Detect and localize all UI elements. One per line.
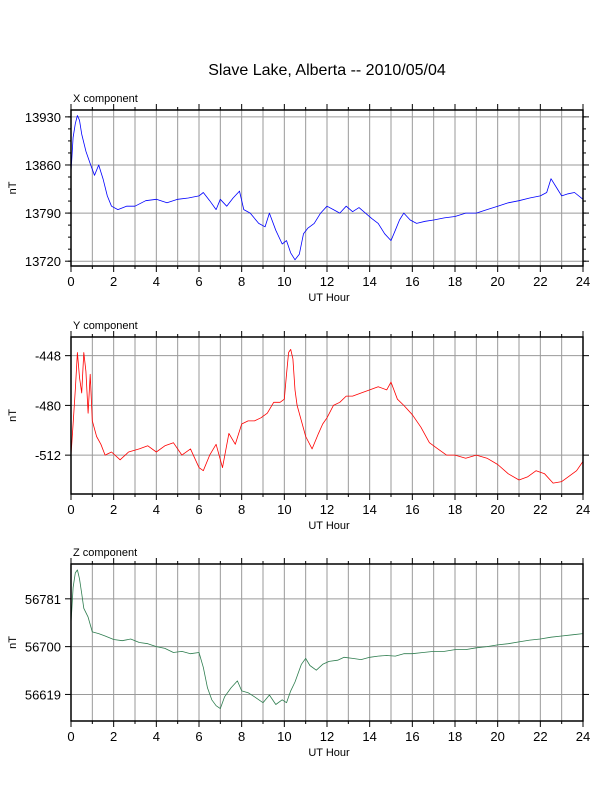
x-tick-label: 12 [320, 274, 334, 289]
x-tick-label: 18 [448, 729, 462, 744]
x-tick-label: 4 [153, 274, 160, 289]
x-tick-label: 18 [448, 274, 462, 289]
y-tick-label: 13930 [25, 110, 61, 125]
x-tick-label: 20 [490, 729, 504, 744]
x-tick-label: 0 [67, 502, 74, 517]
x-tick-label: 6 [195, 502, 202, 517]
y-tick-label: -448 [35, 349, 61, 364]
data-series-line [70, 348, 584, 484]
x-tick-label: 6 [195, 729, 202, 744]
x-tick-label: 2 [110, 729, 117, 744]
y-tick-label: -480 [35, 398, 61, 413]
x-tick-label: 22 [533, 729, 547, 744]
x-tick-label: 12 [320, 502, 334, 517]
x-tick-label: 24 [576, 502, 590, 517]
x-tick-label: 20 [490, 274, 504, 289]
y-tick-label: 13860 [25, 158, 61, 173]
x-tick-label: 4 [153, 729, 160, 744]
y-tick-label: 56781 [25, 592, 61, 607]
y-tick-label: 56700 [25, 640, 61, 655]
panel-title: X component [73, 93, 138, 105]
panel-title: Y component [73, 320, 138, 332]
x-tick-label: 22 [533, 502, 547, 517]
x-tick-label: 4 [153, 502, 160, 517]
x-tick-label: 16 [405, 502, 419, 517]
x-axis-label: UT Hour [308, 292, 350, 304]
x-tick-label: 0 [67, 274, 74, 289]
x-tick-label: 20 [490, 502, 504, 517]
y-tick-label: 13790 [25, 206, 61, 221]
x-tick-label: 10 [277, 502, 291, 517]
y-tick-label: -512 [35, 448, 61, 463]
page-title: Slave Lake, Alberta -- 2010/05/04 [208, 62, 446, 79]
x-tick-label: 2 [110, 274, 117, 289]
x-tick-label: 14 [362, 274, 376, 289]
x-tick-label: 24 [576, 274, 590, 289]
data-series-line [70, 569, 584, 709]
x-tick-label: 0 [67, 729, 74, 744]
data-series-line [70, 115, 584, 261]
x-tick-label: 18 [448, 502, 462, 517]
x-tick-label: 10 [277, 274, 291, 289]
x-tick-label: 6 [195, 274, 202, 289]
x-tick-label: 24 [576, 729, 590, 744]
panel-title: Z component [73, 547, 137, 559]
x-tick-label: 16 [405, 274, 419, 289]
x-axis-label: UT Hour [308, 520, 350, 532]
x-tick-label: 16 [405, 729, 419, 744]
x-tick-label: 22 [533, 274, 547, 289]
x-tick-label: 2 [110, 502, 117, 517]
x-tick-label: 8 [238, 274, 245, 289]
y-axis-label: nT [7, 409, 19, 422]
x-tick-label: 14 [362, 502, 376, 517]
x-tick-label: 14 [362, 729, 376, 744]
x-tick-label: 8 [238, 502, 245, 517]
x-tick-label: 8 [238, 729, 245, 744]
x-tick-label: 10 [277, 729, 291, 744]
y-tick-label: 13720 [25, 254, 61, 269]
y-axis-label: nT [7, 181, 19, 194]
y-tick-label: 56619 [25, 687, 61, 702]
x-tick-label: 12 [320, 729, 334, 744]
x-axis-label: UT Hour [308, 747, 350, 759]
y-axis-label: nT [7, 636, 19, 649]
